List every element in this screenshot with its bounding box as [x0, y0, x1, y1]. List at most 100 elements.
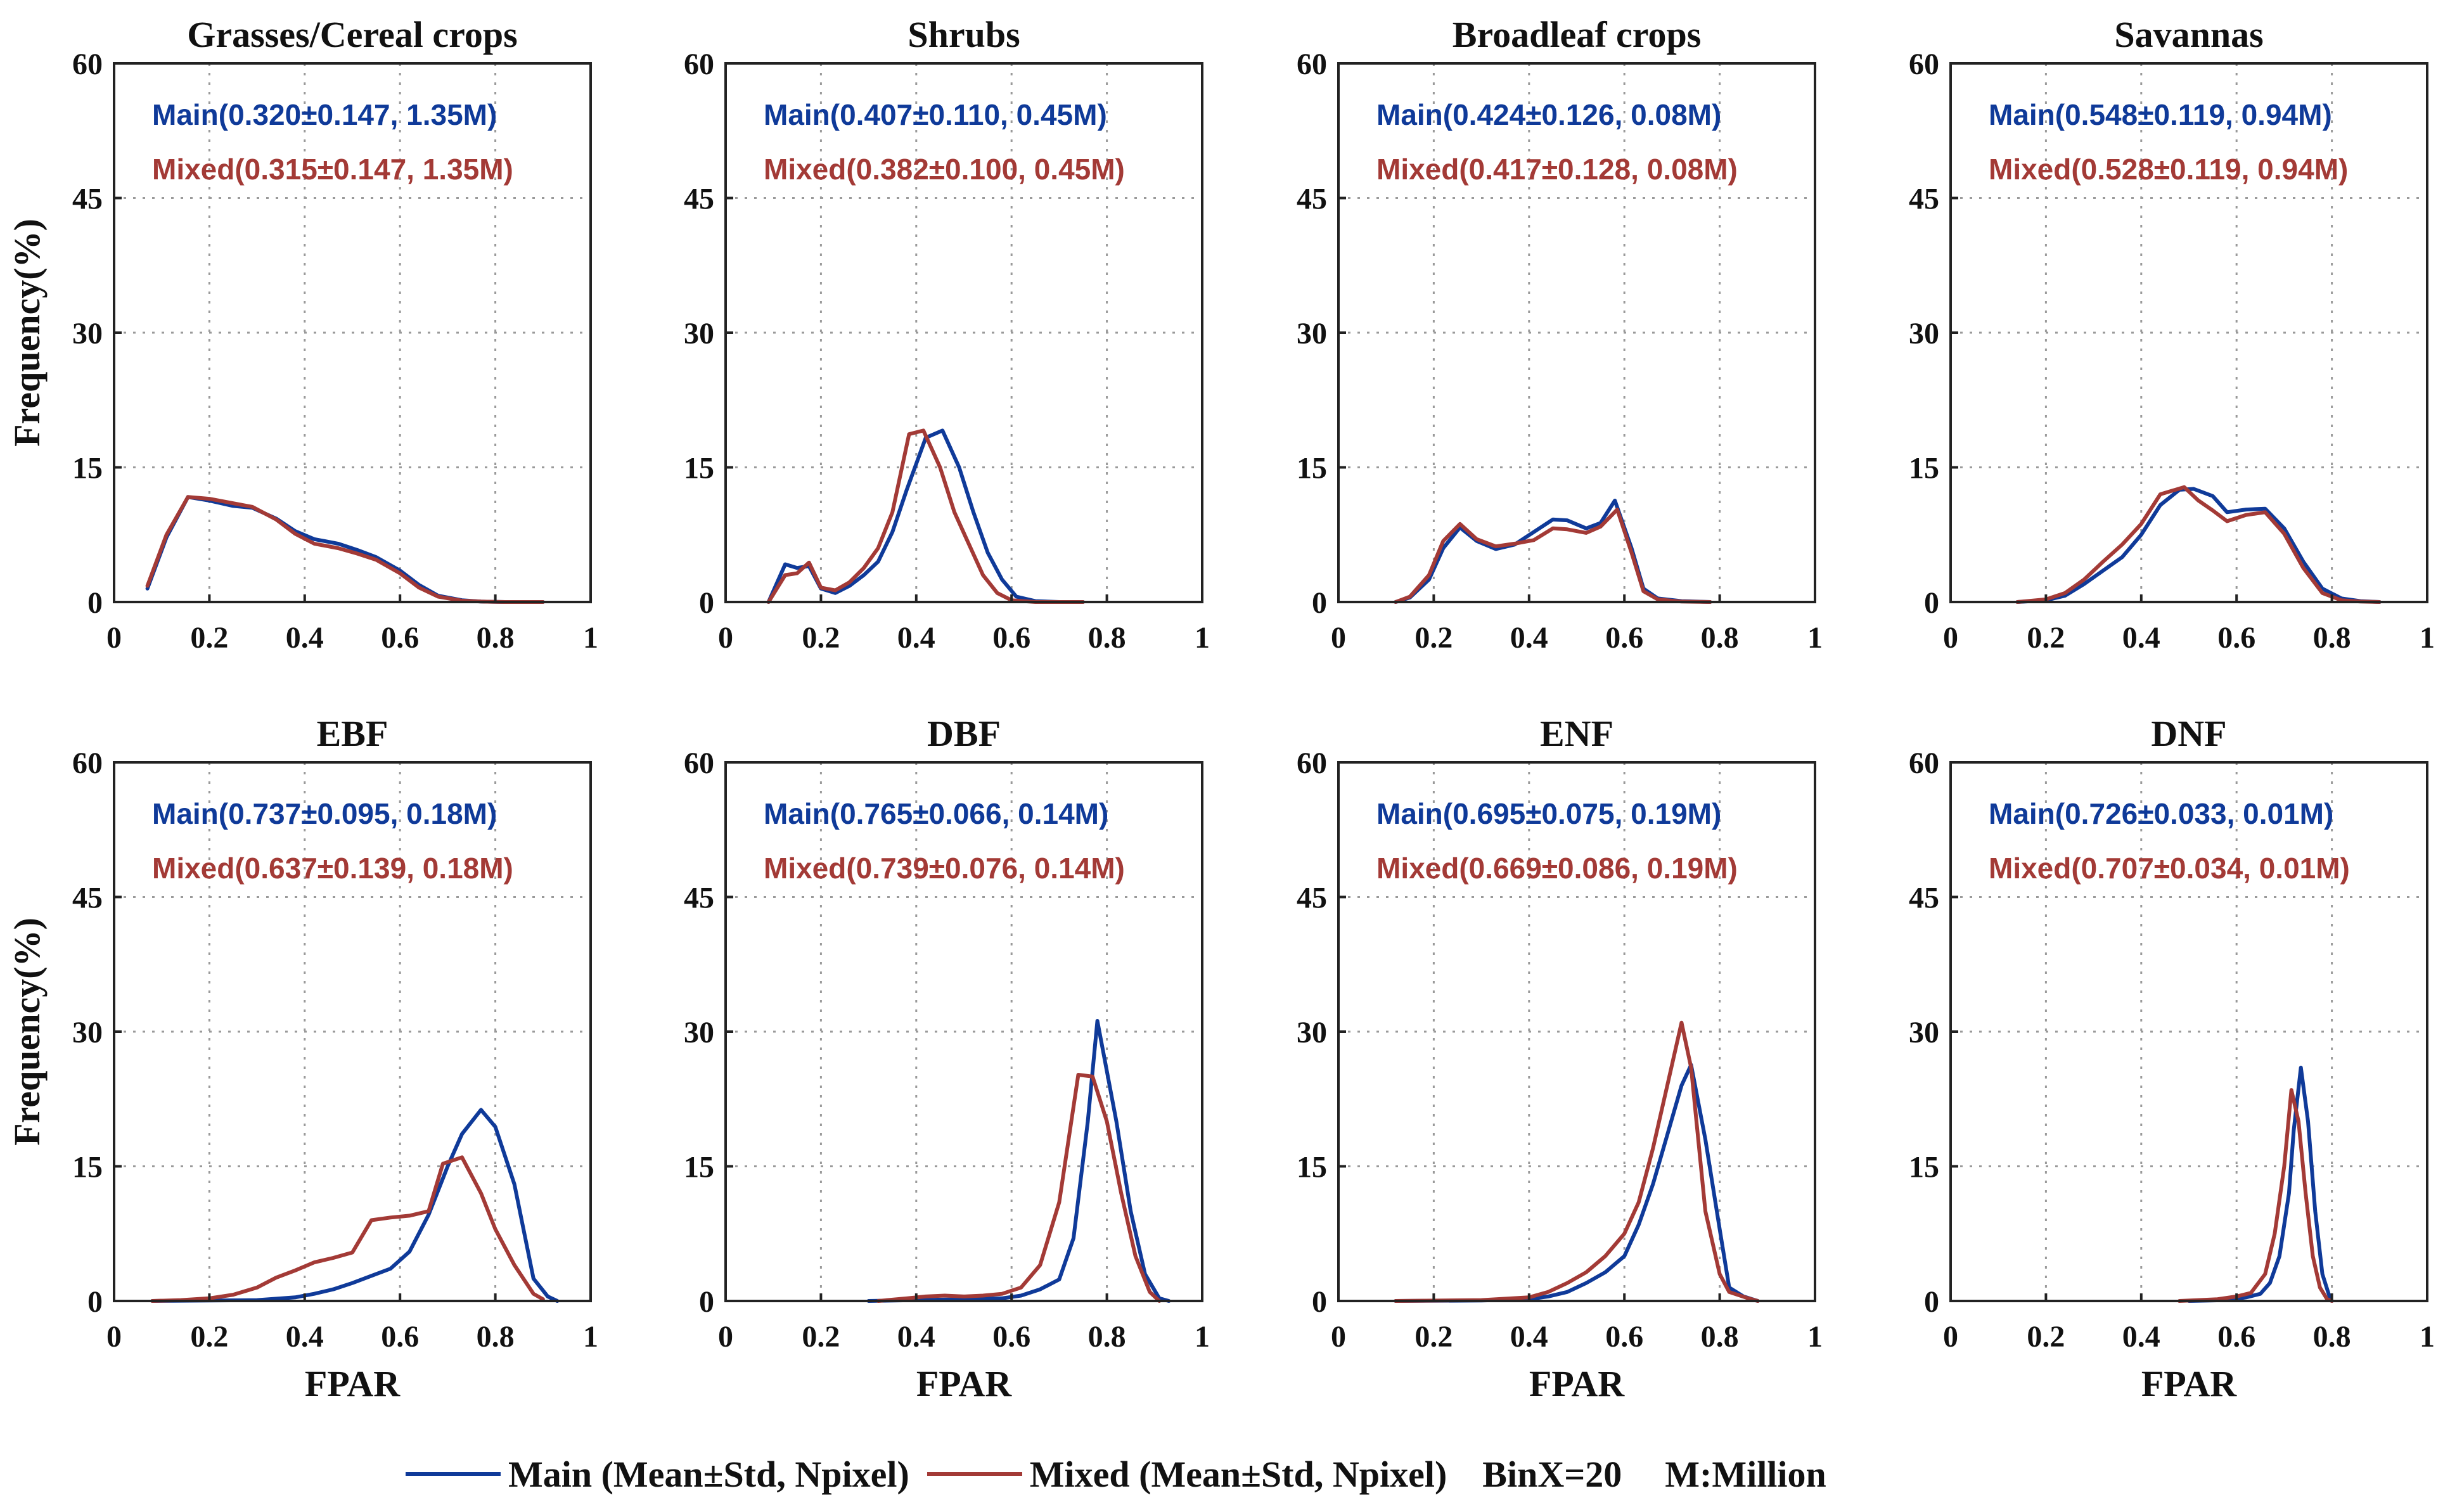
legend-item-mixed: Mixed (Mean±Std, Npixel): [927, 1453, 1447, 1496]
y-tick-label: 60: [72, 48, 103, 81]
subplot-2: 0 0.2 0.4 0.6 0.8 1 0 15 30 45 60 Shrubs Main(0.407±…: [684, 14, 1210, 655]
x-tick-label: 1: [1195, 621, 1210, 655]
x-tick-label: 1: [1807, 621, 1823, 655]
annotation-mixed: Mixed(0.315±0.147, 1.35M): [152, 153, 513, 186]
x-tick-label: 0.6: [2217, 1320, 2255, 1354]
y-tick-label: 0: [1312, 1285, 1327, 1319]
y-tick-label: 60: [1909, 746, 1939, 780]
y-tick-label: 45: [1909, 183, 1939, 216]
y-tick-label: 0: [87, 1285, 103, 1319]
subplot-5: 0 0.2 0.4 0.6 0.8 1 0 15 30 45 60 EBF Frequency(%) FP…: [6, 713, 598, 1404]
subplot-6: 0 0.2 0.4 0.6 0.8 1 0 15 30 45 60 DBF FPAR Main(0.765…: [684, 713, 1210, 1404]
y-tick-label: 30: [72, 1016, 103, 1049]
y-tick-label: 15: [1909, 1151, 1939, 1184]
subplot-title: Broadleaf crops: [1453, 14, 1702, 55]
y-tick-label: 30: [1909, 1016, 1939, 1049]
y-tick-label: 45: [72, 881, 103, 915]
x-tick-label: 0.6: [992, 621, 1030, 655]
legend-line-mixed: [927, 1472, 1022, 1476]
y-tick-label: 15: [72, 1151, 103, 1184]
annotation-main: Main(0.737±0.095, 0.18M): [152, 797, 497, 830]
series-line-mixed: [766, 428, 1085, 604]
annotation-mixed: Mixed(0.707±0.034, 0.01M): [1989, 852, 2350, 885]
series-line-main: [150, 1108, 560, 1303]
y-tick-label: 45: [72, 183, 103, 216]
annotation-main: Main(0.726±0.033, 0.01M): [1989, 797, 2333, 830]
x-tick-label: 0.2: [802, 621, 840, 655]
x-axis-label: FPAR: [1529, 1363, 1625, 1404]
y-tick-label: 30: [1909, 317, 1939, 350]
subplot-3: 0 0.2 0.4 0.6 0.8 1 0 15 30 45 60 Broadleaf crops Ma…: [1297, 14, 1823, 655]
x-tick-label: 1: [1195, 1320, 1210, 1354]
x-tick-label: 0.6: [381, 1320, 419, 1354]
series-line-mixed: [2177, 1088, 2334, 1303]
annotation-main: Main(0.695±0.075, 0.19M): [1376, 797, 1721, 830]
subplot-7: 0 0.2 0.4 0.6 0.8 1 0 15 30 45 60 ENF FPAR Main(0.695…: [1297, 713, 1823, 1404]
y-tick-label: 45: [1297, 183, 1327, 216]
y-tick-label: 0: [699, 586, 714, 620]
x-axis-label: FPAR: [916, 1363, 1012, 1404]
subplot-8: 0 0.2 0.4 0.6 0.8 1 0 15 30 45 60 DNF FPAR Main(0.726…: [1909, 713, 2435, 1404]
series-line-main: [2015, 487, 2382, 604]
legend-line-main: [406, 1472, 501, 1476]
series-line-main: [1394, 1063, 1760, 1303]
x-tick-label: 0.4: [897, 621, 935, 655]
series-line-mixed: [1394, 508, 1712, 604]
legend-binx-note: BinX=20: [1482, 1453, 1622, 1495]
x-tick-label: 0.8: [2313, 1320, 2351, 1354]
legend-million-note: M:Million: [1665, 1453, 1826, 1495]
x-tick-label: 1: [1807, 1320, 1823, 1354]
y-tick-label: 0: [1312, 586, 1327, 620]
x-axis-label: FPAR: [305, 1363, 401, 1404]
x-tick-label: 0.6: [2217, 621, 2255, 655]
series-line-main: [2187, 1065, 2334, 1303]
x-tick-label: 0.8: [1088, 621, 1126, 655]
legend-label-main: Main (Mean±Std, Npixel): [508, 1453, 909, 1495]
legend-item-main: Main (Mean±Std, Npixel): [406, 1453, 909, 1496]
x-tick-label: 1: [2420, 621, 2435, 655]
x-axis-label: FPAR: [2141, 1363, 2237, 1404]
series-line-mixed: [1394, 1020, 1760, 1303]
x-tick-label: 0.2: [1414, 621, 1453, 655]
x-tick-label: 0.2: [190, 1320, 228, 1354]
x-tick-label: 0.6: [381, 621, 419, 655]
subplot-title: ENF: [1540, 713, 1613, 754]
subplot-title: DBF: [927, 713, 1001, 754]
x-tick-label: 0.4: [1510, 621, 1548, 655]
x-tick-label: 0.4: [1510, 1320, 1548, 1354]
x-tick-label: 0: [106, 1320, 122, 1354]
x-tick-label: 0.6: [992, 1320, 1030, 1354]
y-tick-label: 60: [1297, 48, 1327, 81]
y-tick-label: 60: [1909, 48, 1939, 81]
series-line-mixed: [150, 1155, 545, 1303]
y-tick-label: 45: [1297, 881, 1327, 915]
y-tick-label: 30: [684, 1016, 714, 1049]
y-tick-label: 30: [72, 317, 103, 350]
y-tick-label: 0: [1924, 586, 1939, 620]
x-tick-label: 0: [1943, 1320, 1958, 1354]
x-tick-label: 0.2: [190, 621, 228, 655]
x-tick-label: 0: [106, 621, 122, 655]
x-tick-label: 1: [583, 1320, 598, 1354]
y-tick-label: 30: [684, 317, 714, 350]
subplot-1: 0 0.2 0.4 0.6 0.8 1 0 15 30 45 60 Grasses/Cereal cr…: [6, 14, 598, 655]
y-tick-label: 15: [684, 452, 714, 485]
y-tick-label: 45: [1909, 881, 1939, 915]
y-tick-label: 45: [684, 881, 714, 915]
y-tick-label: 30: [1297, 317, 1327, 350]
series-line-main: [866, 1019, 1171, 1303]
y-axis-label: Frequency(%): [6, 219, 48, 447]
x-tick-label: 0.2: [2027, 621, 2065, 655]
y-tick-label: 15: [1297, 1151, 1327, 1184]
series-line-mixed: [145, 495, 545, 604]
y-tick-label: 0: [1924, 1285, 1939, 1319]
annotation-main: Main(0.407±0.110, 0.45M): [764, 98, 1107, 131]
x-tick-label: 0.2: [1414, 1320, 1453, 1354]
annotation-main: Main(0.320±0.147, 1.35M): [152, 98, 497, 131]
subplot-title: EBF: [317, 713, 388, 754]
x-tick-label: 0.4: [2122, 1320, 2160, 1354]
x-tick-label: 0: [1943, 621, 1958, 655]
x-tick-label: 0.2: [802, 1320, 840, 1354]
series-line-mixed: [2015, 485, 2382, 604]
